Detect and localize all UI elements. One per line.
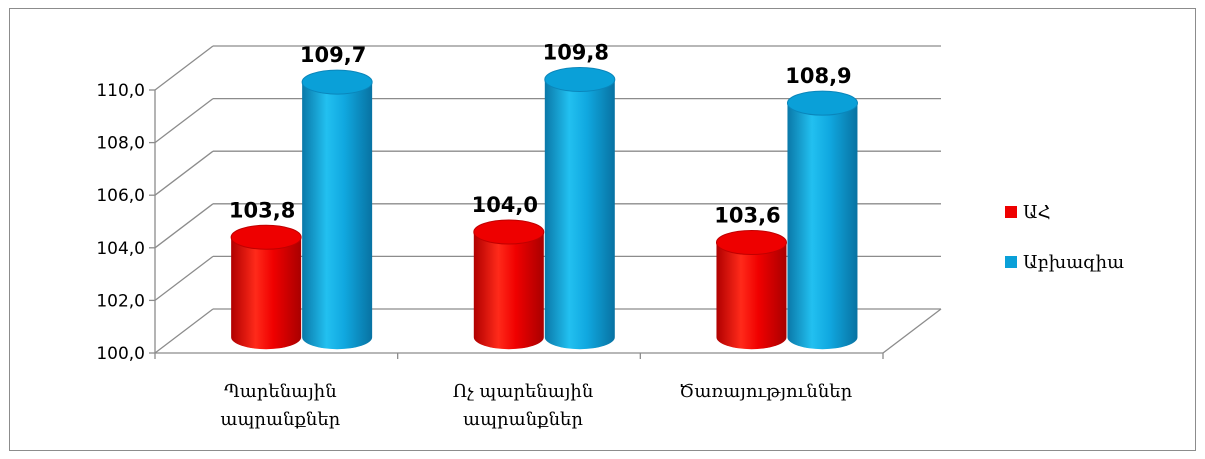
category-label: Ոչ պարենային (453, 381, 594, 402)
y-tick-label: 102,0 (96, 291, 145, 311)
bar-top (301, 69, 373, 95)
bar-top (473, 219, 545, 245)
y-tick-label: 110,0 (96, 81, 145, 101)
floor-edge (882, 308, 942, 354)
y-tick-label: 104,0 (96, 239, 145, 259)
legend-swatch (1005, 206, 1017, 218)
legend-swatch (1005, 256, 1017, 268)
side-wall-line (154, 98, 214, 144)
bar-ԱՀ (473, 232, 544, 350)
legend-label: ԱՀ (1023, 202, 1051, 223)
side-wall-line (154, 45, 214, 91)
bar-top (230, 224, 302, 250)
category-label: Ծառայություններ (679, 381, 852, 402)
bar-ԱՀ (231, 237, 302, 350)
data-label: 104,0 (472, 193, 538, 217)
bar-Աբխազիա (544, 79, 615, 350)
data-label: 103,6 (714, 204, 780, 228)
legend-label: Աբխազիա (1023, 252, 1124, 273)
y-tick-label: 100,0 (96, 344, 145, 364)
data-label: 108,9 (785, 64, 851, 88)
y-tick-label: 106,0 (96, 186, 145, 206)
y-tick-label: 108,0 (96, 134, 145, 154)
data-label: 109,8 (543, 40, 609, 64)
data-label: 103,8 (229, 198, 295, 222)
bar-top (544, 66, 616, 92)
side-wall-line (154, 308, 214, 354)
side-wall-line (154, 203, 214, 249)
bar-ԱՀ (716, 242, 787, 350)
side-wall-line (154, 150, 214, 196)
category-label: Պարենային (224, 381, 337, 402)
bar-Աբխազիա (787, 103, 858, 350)
side-wall-line (154, 255, 214, 301)
category-label: ապրանքներ (220, 409, 340, 430)
data-label: 109,7 (300, 43, 366, 67)
bar-Աբխազիա (302, 82, 373, 350)
bar-top (715, 230, 787, 256)
bar-top (786, 90, 858, 116)
category-label: ապրանքներ (463, 409, 583, 430)
